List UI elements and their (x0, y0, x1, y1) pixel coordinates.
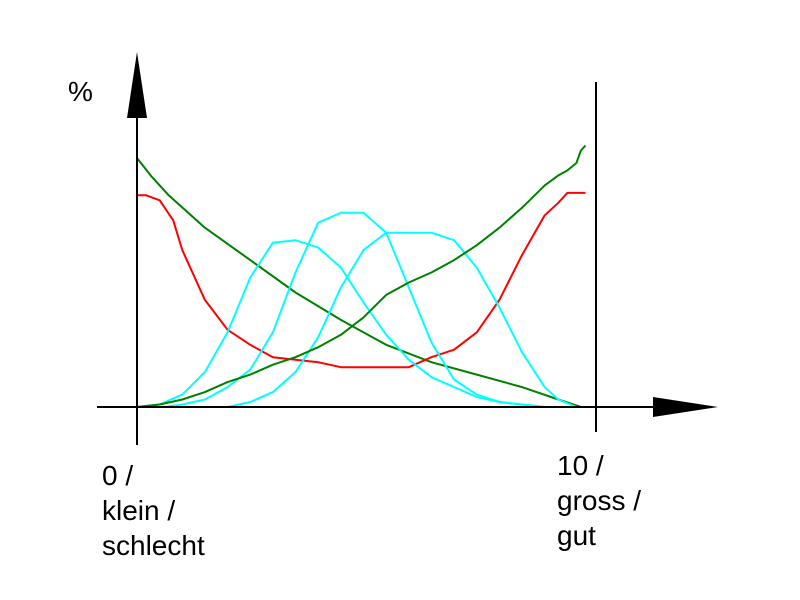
series-line-6 (136, 144, 587, 408)
x-tick-label-min: 0 / klein / schlecht (102, 458, 205, 563)
x-tick-label-max-line-2: gross / (557, 485, 642, 516)
x-tick-label-max-line-3: gut (557, 520, 596, 551)
series-line-4 (164, 211, 559, 408)
x-tick-label-min-line-2: klein / (102, 495, 176, 526)
x-tick-label-min-line-3: schlecht (102, 530, 205, 561)
y-axis-label: % (68, 76, 93, 107)
series-line-3 (136, 239, 581, 408)
y-axis-arrowhead (127, 52, 147, 118)
x-axis-arrowhead (653, 397, 718, 417)
x-tick-label-min-line-1: 0 / (102, 460, 134, 491)
series-line-1 (136, 157, 582, 408)
x-tick-label-max: 10 / gross / gut (557, 448, 641, 553)
series-layer (136, 144, 587, 408)
x-tick-label-max-line-1: 10 / (557, 450, 604, 481)
series-line-2 (137, 191, 586, 369)
series-line-5 (227, 231, 577, 408)
